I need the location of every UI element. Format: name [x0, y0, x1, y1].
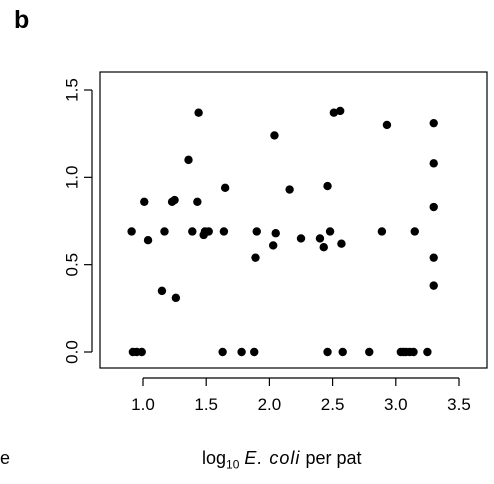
data-point — [323, 347, 332, 357]
data-point — [219, 227, 229, 236]
data-point — [365, 347, 374, 357]
data-point — [157, 286, 167, 296]
data-point — [429, 118, 438, 128]
y-tick-label: 1.0 — [63, 166, 82, 190]
y-tick-label: 0.0 — [63, 340, 82, 364]
x-tick-label: 1.0 — [131, 395, 155, 414]
x-tick-label: 2.0 — [258, 395, 282, 414]
y-tick-label: 0.5 — [63, 253, 82, 277]
data-point — [325, 227, 335, 236]
data-point — [204, 227, 213, 236]
data-point — [193, 197, 202, 206]
data-point — [315, 234, 325, 243]
data-point — [171, 293, 181, 303]
data-point — [338, 347, 347, 357]
data-points — [127, 106, 438, 357]
data-point — [337, 239, 346, 248]
data-point — [377, 227, 387, 236]
data-point — [160, 227, 169, 236]
data-point — [170, 195, 179, 205]
data-point — [429, 281, 438, 290]
data-point — [218, 347, 227, 357]
stray-text-fragment: e — [0, 448, 11, 468]
data-point — [194, 108, 203, 117]
x-tick-label: 2.5 — [321, 395, 345, 414]
data-point — [268, 241, 278, 250]
data-point — [252, 227, 261, 236]
data-point — [188, 227, 197, 236]
data-point — [410, 227, 419, 236]
data-point — [329, 108, 339, 117]
data-point — [429, 253, 438, 262]
data-point — [251, 253, 260, 262]
plot-area — [99, 71, 488, 369]
x-tick-label: 1.5 — [194, 395, 218, 414]
x-axis-label-suffix: per pat — [305, 448, 362, 468]
data-point — [382, 120, 392, 130]
data-point — [271, 229, 280, 238]
x-axis: 1.0 1.5 2.0 2.5 3.0 3.5 — [131, 377, 471, 414]
x-axis-label-subscript: 10 — [226, 457, 240, 472]
x-axis-label-species: E. coli — [244, 448, 301, 468]
data-point — [250, 347, 259, 357]
data-point — [319, 243, 328, 252]
data-point — [335, 106, 345, 116]
data-point — [285, 185, 294, 194]
data-point — [270, 131, 279, 140]
x-tick-label: 3.0 — [384, 395, 408, 414]
data-point — [429, 159, 438, 168]
data-point — [296, 234, 306, 243]
data-point — [237, 347, 246, 357]
data-point — [140, 197, 149, 206]
data-point — [323, 181, 332, 191]
data-point — [220, 183, 230, 193]
y-axis: 0.0 0.5 1.0 1.5 — [63, 78, 93, 364]
data-point — [143, 236, 153, 245]
data-point — [423, 347, 432, 357]
data-point — [184, 155, 193, 165]
x-axis-label-prefix: log — [202, 448, 227, 468]
data-point — [429, 202, 438, 212]
panel-label: b — [14, 6, 30, 34]
data-point — [409, 347, 418, 357]
scatter-chart: 1.0 1.5 2.0 2.5 3.0 3.5 0.0 0.5 1.0 1.5 — [63, 71, 488, 414]
plot-frame — [99, 71, 488, 369]
data-point — [127, 227, 136, 236]
x-tick-label: 3.5 — [447, 395, 471, 414]
y-tick-label: 1.5 — [63, 78, 82, 102]
data-point — [137, 347, 146, 357]
